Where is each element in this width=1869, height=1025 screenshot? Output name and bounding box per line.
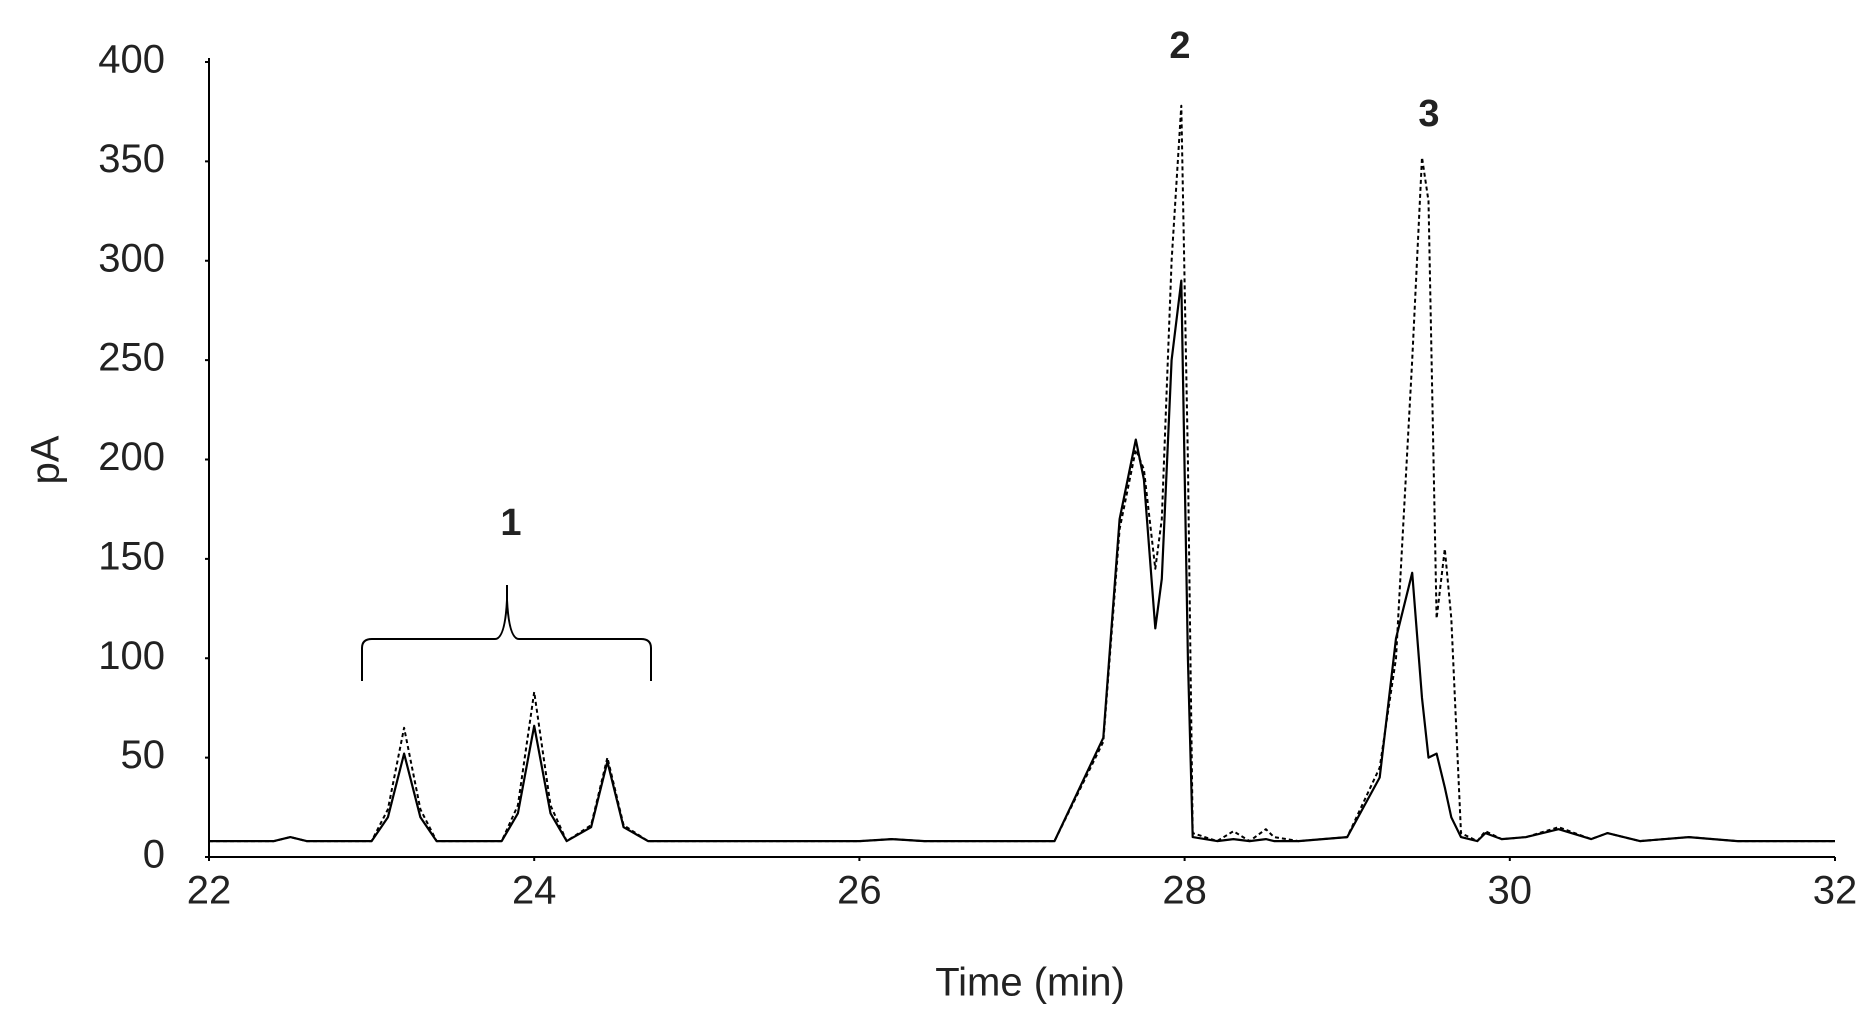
x-tick-label: 32	[1813, 869, 1858, 913]
y-axis-title: pA	[24, 435, 68, 484]
y-tick-label: 350	[98, 137, 165, 181]
peak-label: 2	[1169, 25, 1190, 67]
x-tick-label: 24	[512, 869, 557, 913]
y-tick-label: 250	[98, 336, 165, 380]
brace	[361, 585, 652, 681]
peak-label: 1	[500, 502, 521, 544]
x-tick-label: 28	[1162, 869, 1207, 913]
y-tick-label: 150	[98, 534, 165, 578]
x-tick-label: 26	[837, 869, 882, 913]
y-tick-label: 200	[98, 435, 165, 479]
y-tick-label: 300	[98, 236, 165, 280]
y-tick-label: 50	[121, 733, 166, 777]
peak-label: 3	[1418, 93, 1439, 135]
y-tick-label: 400	[98, 38, 165, 82]
x-axis-title: Time (min)	[935, 961, 1125, 1005]
series-line	[209, 104, 1835, 843]
x-tick-label: 30	[1488, 869, 1533, 913]
y-tick-label: 100	[98, 634, 165, 678]
x-tick-label: 22	[187, 869, 232, 913]
y-tick-label: 0	[143, 833, 165, 877]
series-line	[209, 279, 1835, 843]
